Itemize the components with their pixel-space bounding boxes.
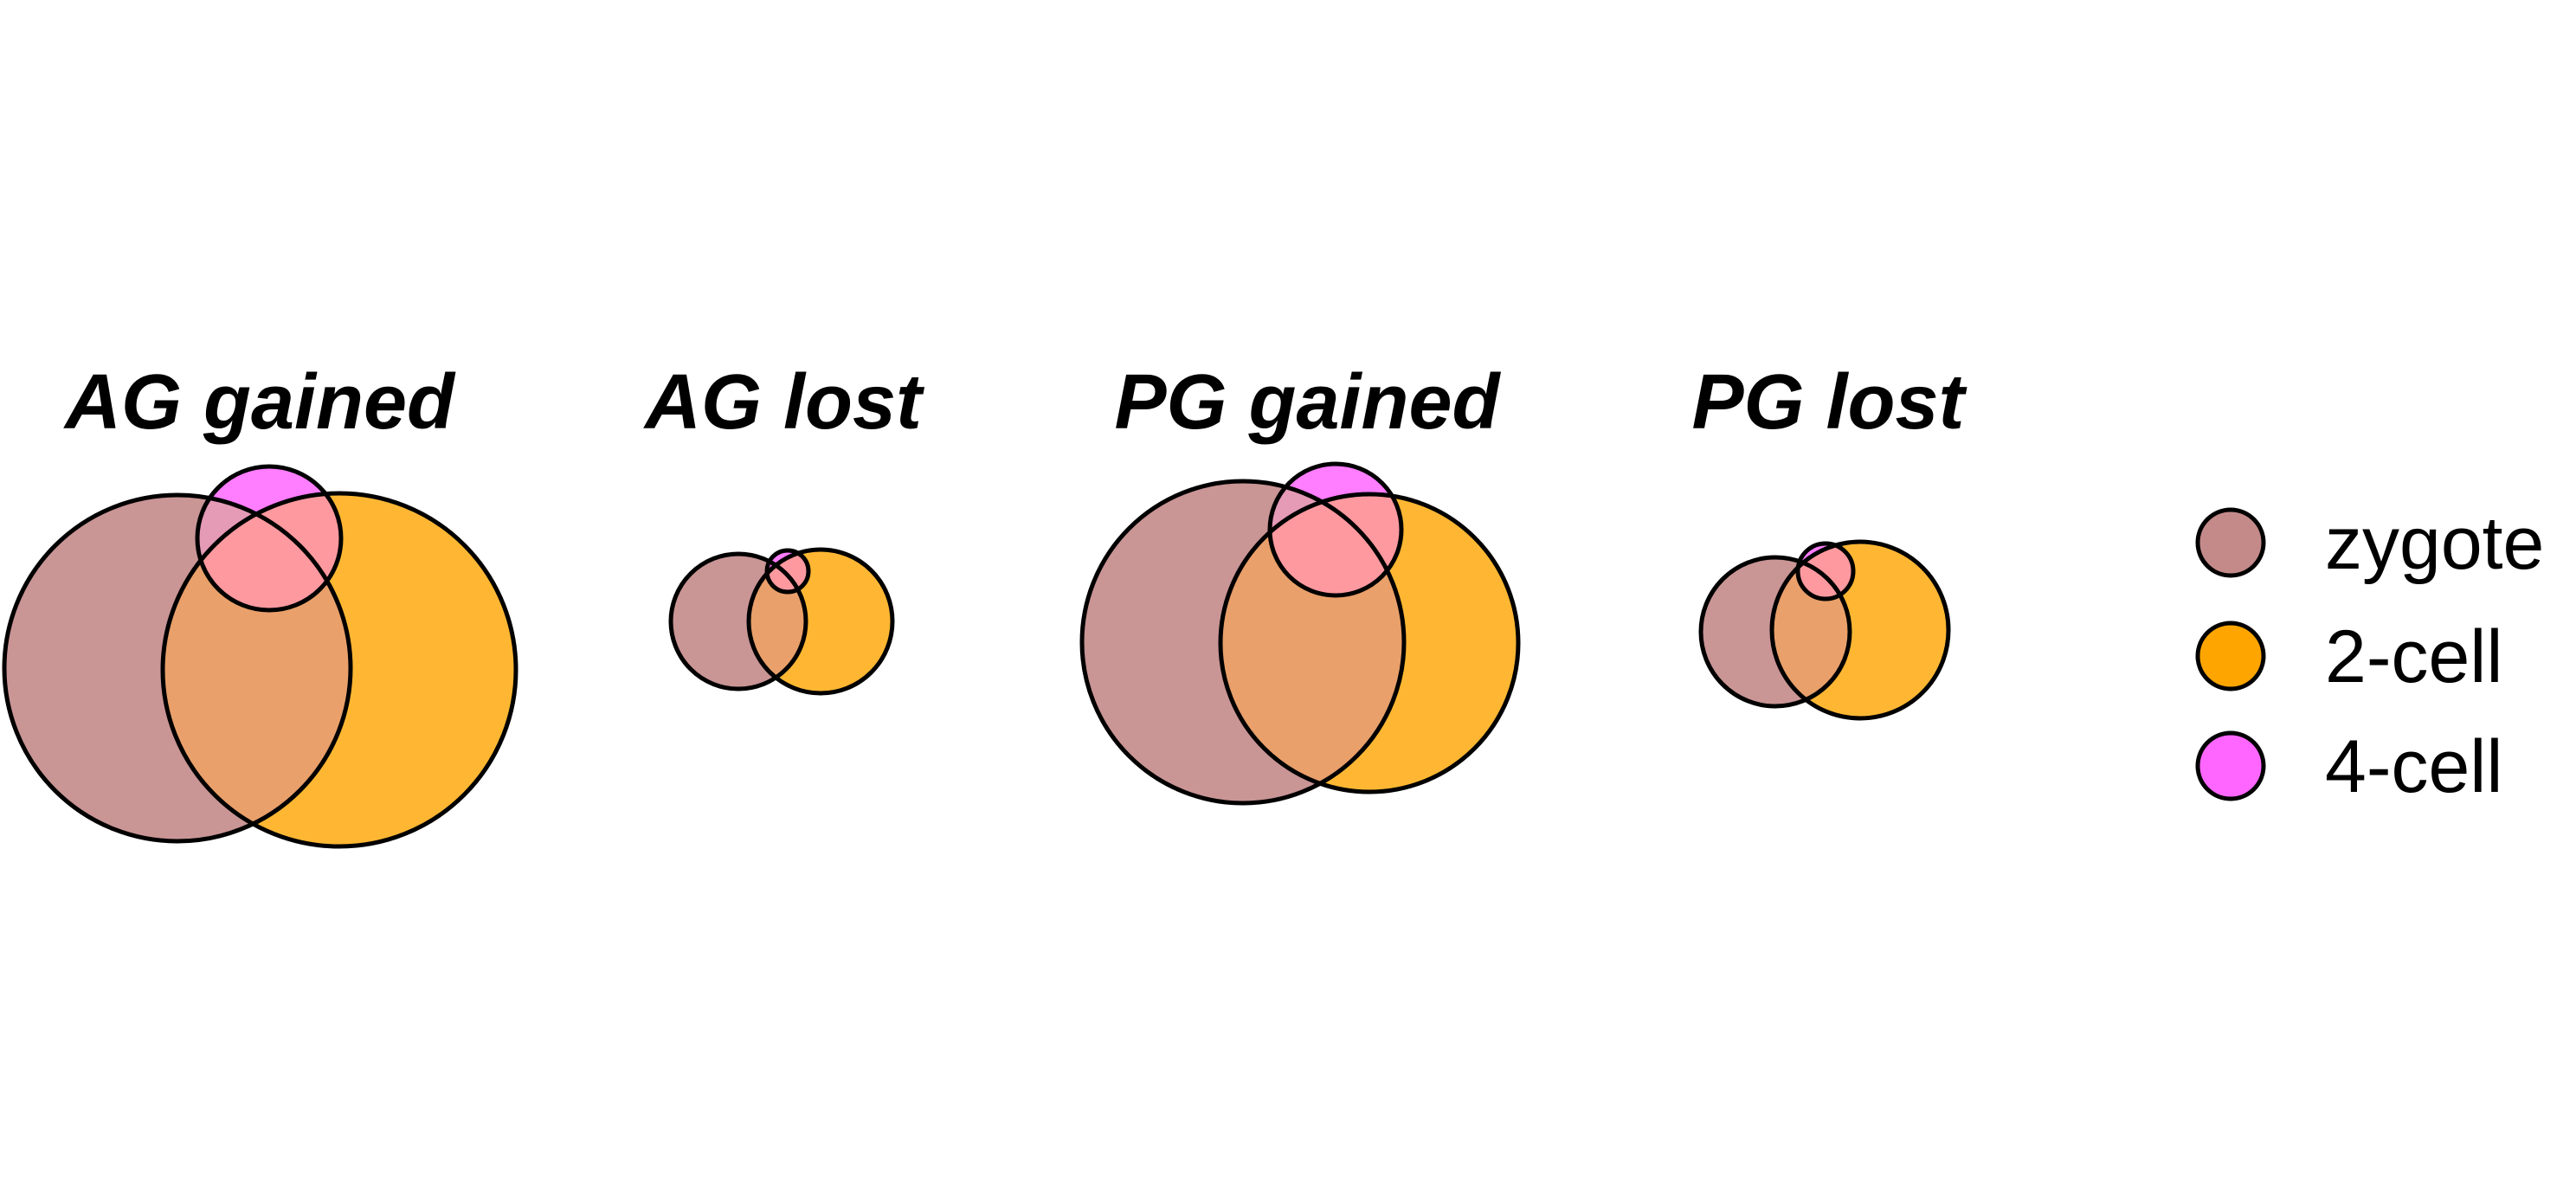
panel-title: PG gained	[1114, 359, 1501, 446]
legend: zygote 2-cell 4-cell	[2195, 502, 2544, 808]
legend-item-zygote: zygote	[2195, 502, 2544, 585]
legend-swatch-2-cell	[2195, 621, 2266, 691]
panel-title: AG lost	[643, 359, 925, 446]
legend-label: 4-cell	[2325, 725, 2503, 808]
panel-title: PG lost	[1691, 359, 1967, 446]
legend-item-2-cell: 2-cell	[2195, 615, 2503, 698]
panel-title: AG gained	[63, 359, 456, 446]
legend-item-4-cell: 4-cell	[2195, 725, 2503, 808]
venn-panel-pg-gained: PG gained	[1079, 359, 1521, 806]
venn-panel-pg-lost: PG lost	[1691, 359, 1968, 721]
legend-swatch-4-cell	[2195, 730, 2266, 801]
venn-panel-ag-lost: AG lost	[643, 359, 925, 696]
legend-label: zygote	[2325, 502, 2544, 585]
venn-panel-ag-gained: AG gained	[2, 359, 518, 849]
legend-swatch-zygote	[2195, 507, 2266, 578]
legend-label: 2-cell	[2325, 615, 2503, 698]
